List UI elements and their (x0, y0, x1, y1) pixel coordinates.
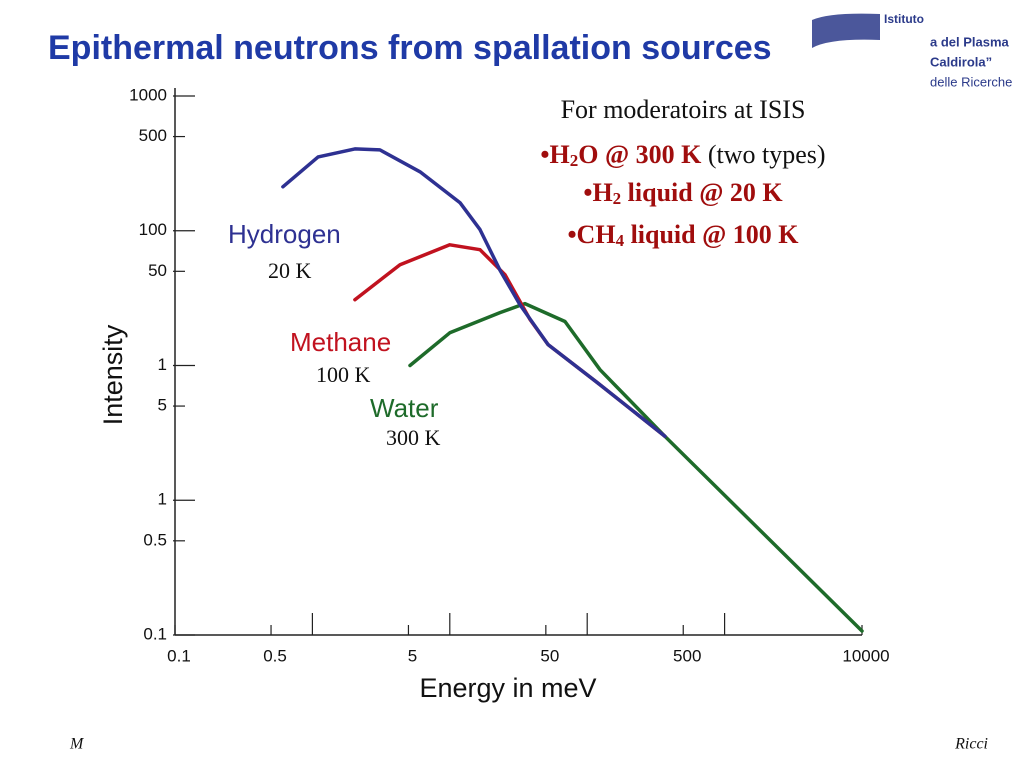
logo-text: Caldirola” (930, 54, 992, 69)
footer-left: M (69, 736, 85, 753)
footer-right: Ricci (954, 736, 988, 753)
annotation-run: O @ 300 K (578, 140, 702, 169)
y-axis-label: Intensity (98, 324, 128, 425)
annotation-run: •CH (567, 220, 615, 249)
logo-mark (812, 13, 880, 49)
logo-text: a del Plasma (930, 34, 1010, 49)
series-label: Hydrogen (228, 219, 341, 249)
series-label: Methane (290, 327, 391, 357)
y-tick-label: 5 (158, 396, 167, 415)
x-tick-label: 50 (540, 646, 559, 665)
series-temperature: 100 K (316, 362, 371, 387)
y-tick-label: 50 (148, 261, 167, 280)
annotation-line: •H2 liquid @ 20 K (583, 178, 783, 208)
series-line (281, 147, 667, 439)
x-tick-label: 5 (408, 646, 417, 665)
y-tick-label: 1 (158, 355, 167, 374)
annotation-run: 4 (616, 231, 625, 250)
annotation-run: liquid @ 20 K (621, 178, 783, 207)
annotation-run: •H (583, 178, 612, 207)
y-tick-label: 1000 (129, 85, 167, 104)
slide-title: Epithermal neutrons from spallation sour… (48, 29, 772, 67)
annotation-line: For moderatoirs at ISIS (561, 95, 806, 124)
annotation-run: (two types) (701, 140, 825, 169)
x-tick-label: 10000 (842, 646, 889, 665)
y-tick-label: 100 (139, 220, 167, 239)
annotation-run: 2 (613, 189, 622, 208)
annotation-run: liquid @ 100 K (624, 220, 799, 249)
x-tick-label: 0.1 (167, 646, 191, 665)
annotation-run: •H (540, 140, 569, 169)
annotation-run: 2 (570, 151, 579, 170)
y-tick-label: 0.1 (143, 624, 167, 643)
annotation-run: For moderatoirs at ISIS (561, 95, 806, 124)
y-tick-label: 1 (158, 490, 167, 509)
x-tick-label: 500 (673, 646, 701, 665)
logo-text: Istituto (884, 12, 924, 26)
x-axis-label: Energy in meV (419, 673, 596, 703)
series-temperature: 20 K (268, 258, 312, 283)
annotation-line: •H2O @ 300 K (two types) (540, 140, 825, 170)
annotation-line: •CH4 liquid @ 100 K (567, 220, 799, 250)
series-line (408, 301, 864, 633)
series-label: Water (370, 393, 439, 423)
x-tick-label: 0.5 (263, 646, 287, 665)
series-temperature: 300 K (386, 425, 441, 450)
y-tick-label: 500 (139, 126, 167, 145)
y-tick-label: 0.5 (143, 530, 167, 549)
logo-text: delle Ricerche (930, 74, 1012, 89)
